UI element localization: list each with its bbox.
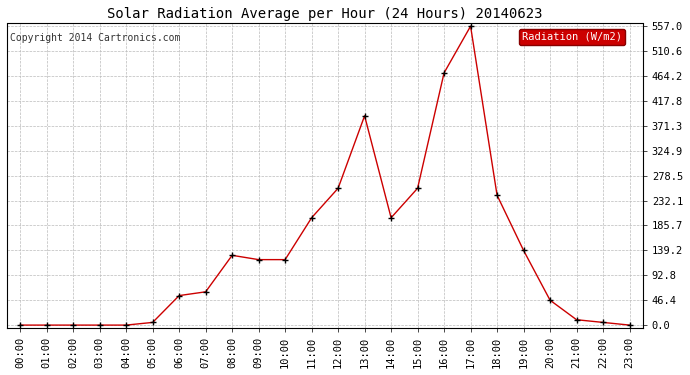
Title: Solar Radiation Average per Hour (24 Hours) 20140623: Solar Radiation Average per Hour (24 Hou… [107, 7, 542, 21]
Text: Copyright 2014 Cartronics.com: Copyright 2014 Cartronics.com [10, 33, 181, 43]
Legend: Radiation (W/m2): Radiation (W/m2) [519, 29, 625, 45]
